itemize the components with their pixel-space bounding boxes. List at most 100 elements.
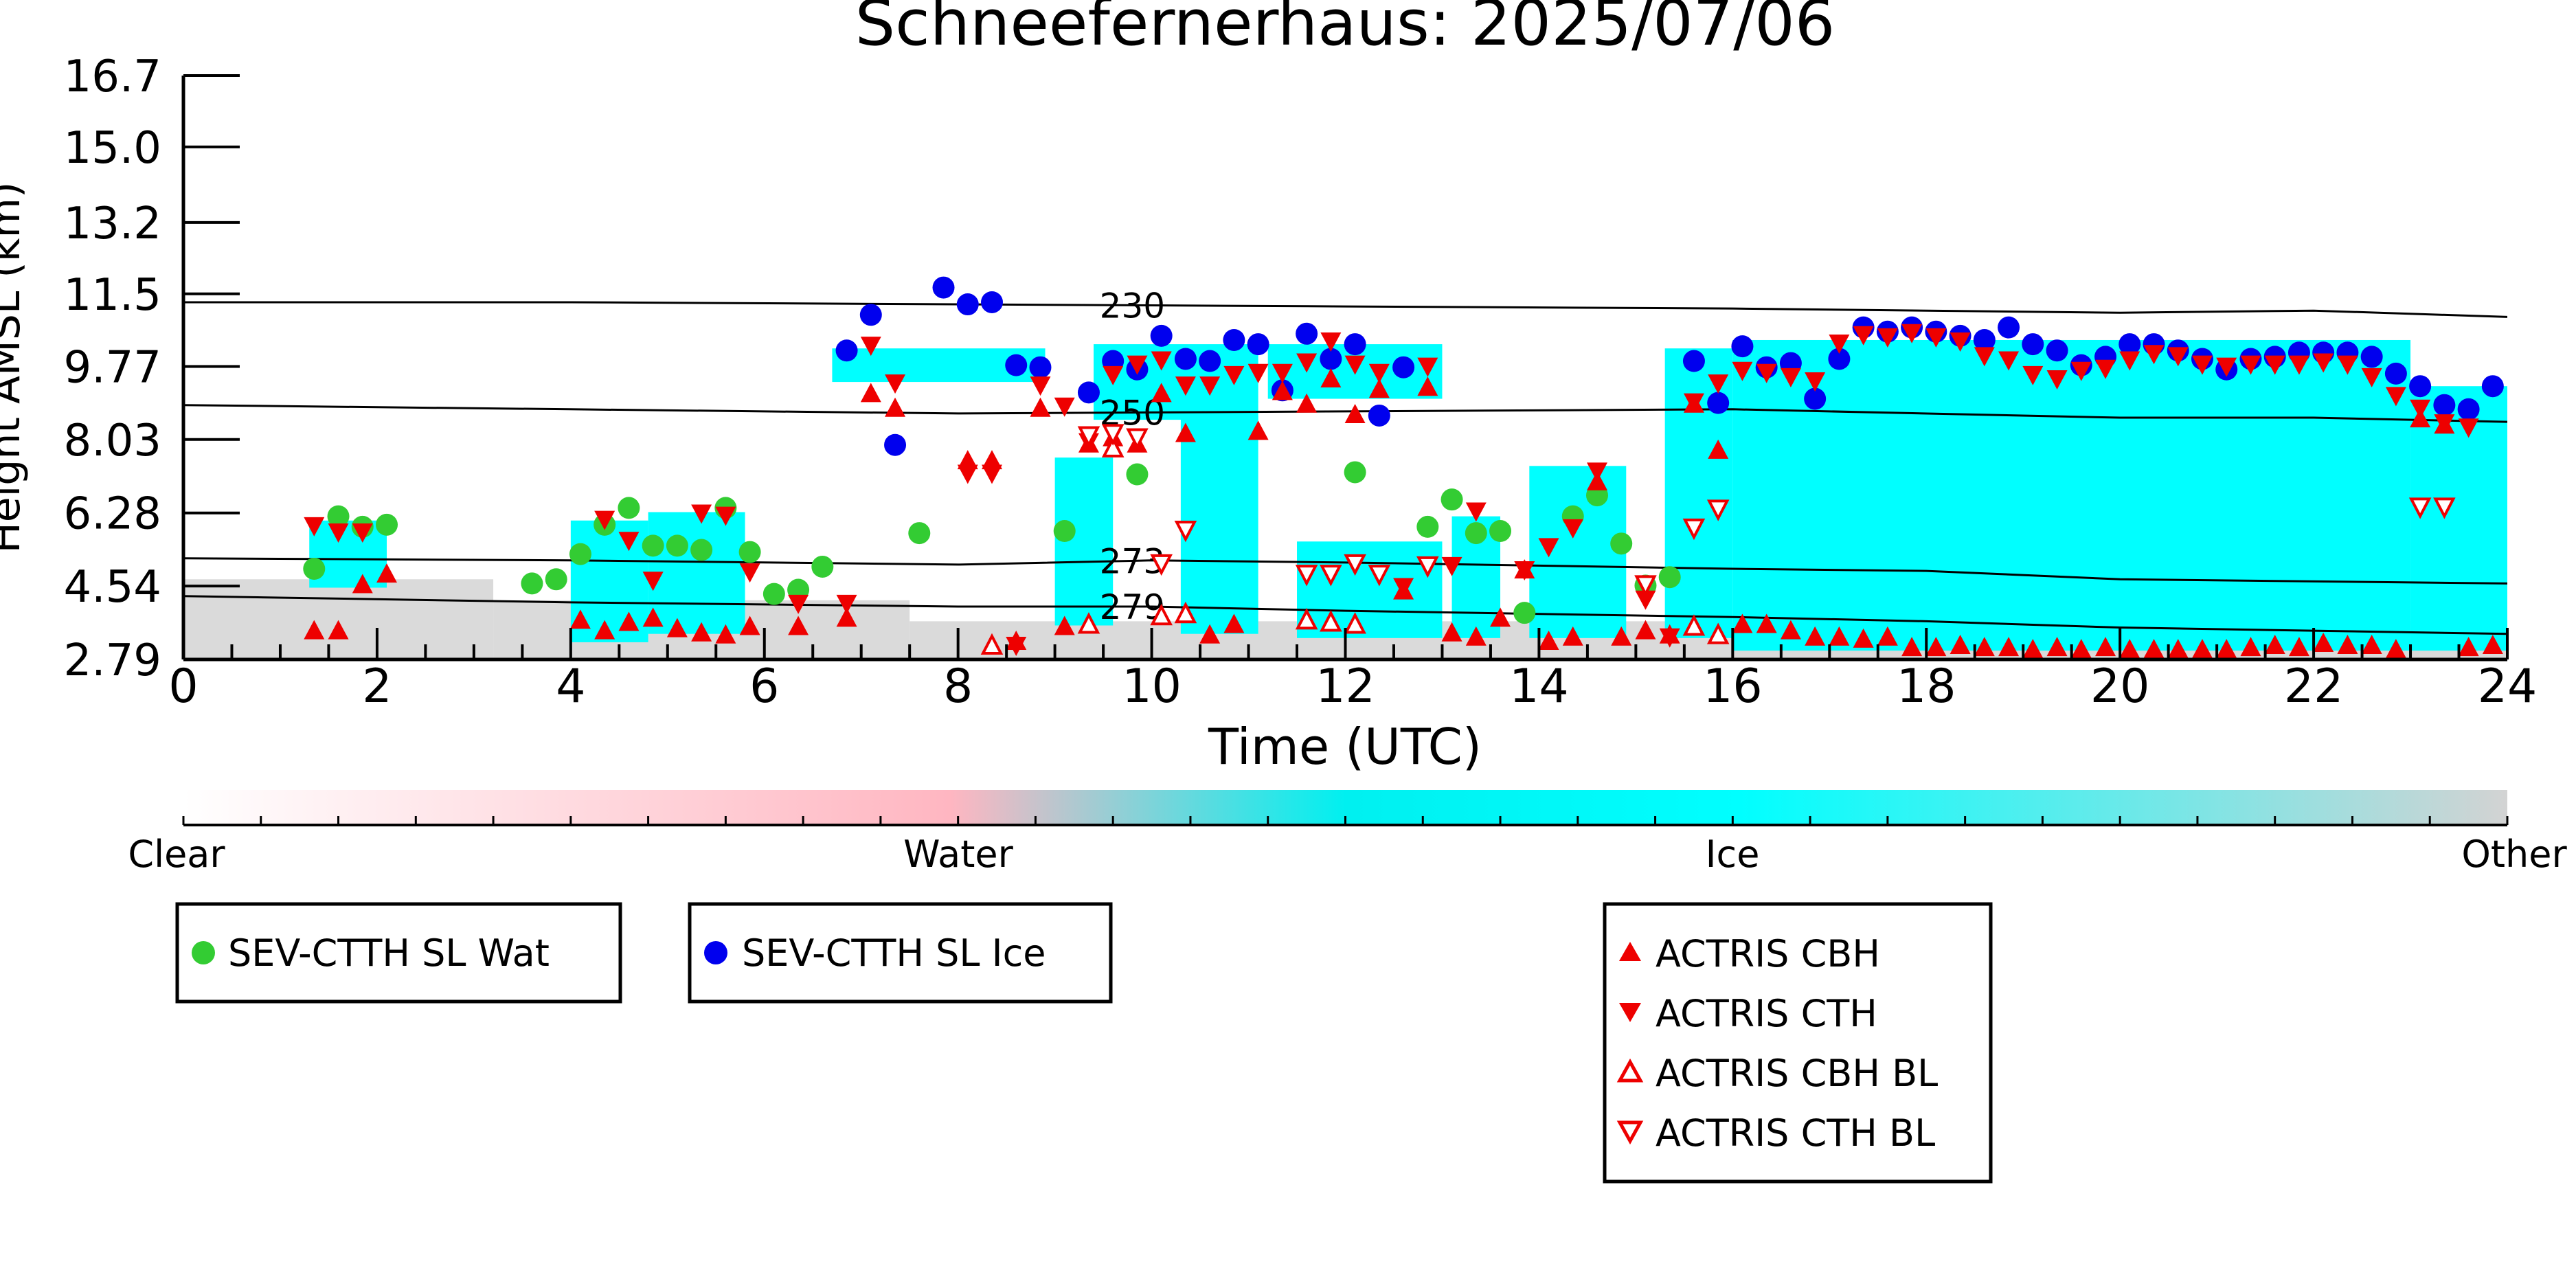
y-tick-label: 15.0 <box>64 123 162 174</box>
marker-actris-cth <box>1103 365 1124 385</box>
marker-actris-cbh <box>1829 626 1850 646</box>
marker-actris-cth <box>1272 363 1293 383</box>
marker-actris-cbh <box>1199 624 1221 644</box>
marker-actris-cth <box>1586 462 1607 482</box>
x-tick-label: 2 <box>362 659 392 714</box>
marker-actris-cth <box>1296 353 1318 373</box>
marker-sev-ctth-sl-wat <box>521 572 543 595</box>
marker-sev-ctth-sl-wat <box>618 497 640 519</box>
marker-actris-cth <box>836 594 857 614</box>
x-tick-label: 6 <box>749 659 779 714</box>
cloud-region-other <box>183 579 494 659</box>
marker-actris-cth <box>1829 335 1850 354</box>
marker-actris-cbh <box>2167 639 2189 659</box>
marker-actris-cth-bl <box>1634 575 1657 597</box>
marker-sev-ctth-sl-ice <box>2384 362 2407 385</box>
legend-label-cbh: ACTRIS CBH <box>1656 932 1880 975</box>
marker-actris-cbh <box>2143 639 2165 659</box>
marker-actris-cbh <box>352 574 373 594</box>
marker-actris-cth-bl <box>1368 565 1391 587</box>
marker-actris-cbh <box>1344 403 1366 423</box>
marker-actris-cth <box>2361 368 2382 387</box>
marker-actris-cbh <box>2240 637 2261 657</box>
marker-sev-ctth-sl-ice <box>2457 398 2480 420</box>
legend-label-cth-bl: ACTRIS CTH BL <box>1656 1111 1935 1155</box>
marker-sev-ctth-sl-wat <box>327 505 350 528</box>
marker-actris-cth <box>1732 361 1753 381</box>
marker-actris-cth <box>2337 355 2358 375</box>
marker-actris-cbh <box>1490 607 1511 627</box>
colorbar-label-other: Other <box>2461 833 2567 876</box>
y-tick-label: 16.7 <box>64 52 162 102</box>
marker-actris-cbh <box>860 383 881 403</box>
marker-actris-cth-bl <box>1126 428 1149 450</box>
marker-actris-cth <box>885 374 906 394</box>
marker-actris-cbh <box>666 618 688 637</box>
cloud-region-ice <box>1529 466 1627 638</box>
marker-sev-ctth-sl-wat <box>811 555 834 578</box>
marker-sev-ctth-sl-ice <box>1682 350 1705 372</box>
marker-actris-cth <box>739 563 760 583</box>
marker-actris-cbh <box>715 624 736 644</box>
marker-actris-cbh <box>618 611 640 631</box>
marker-actris-cbh <box>2313 633 2334 653</box>
marker-sev-ctth-sl-ice <box>1150 324 1173 347</box>
marker-actris-cth <box>1974 347 1995 367</box>
marker-actris-cbh <box>2385 639 2406 659</box>
marker-actris-cth <box>2410 399 2431 419</box>
marker-actris-cth <box>1780 368 1801 387</box>
marker-actris-cth <box>2264 355 2285 375</box>
marker-actris-cth <box>1417 357 1438 377</box>
marker-sev-ctth-sl-ice <box>1973 328 1996 351</box>
marker-actris-cbh <box>2288 637 2309 657</box>
marker-actris-cth <box>2070 361 2092 381</box>
marker-actris-cbh <box>2482 635 2503 655</box>
marker-sev-ctth-sl-ice <box>1029 356 1052 379</box>
marker-actris-cbh <box>1368 379 1390 398</box>
marker-sev-ctth-sl-wat <box>1440 488 1463 511</box>
marker-actris-cbh <box>1030 397 1051 417</box>
marker-actris-cbh <box>739 615 760 635</box>
marker-actris-cbh-bl <box>1706 622 1730 644</box>
marker-actris-cth <box>2119 351 2140 371</box>
marker-actris-cth-bl <box>1706 499 1730 521</box>
marker-actris-cth <box>1465 502 1487 522</box>
marker-actris-cbh <box>1538 630 1559 650</box>
marker-actris-cbh <box>788 615 809 635</box>
marker-actris-cth-bl <box>1416 556 1439 578</box>
marker-actris-cbh <box>569 609 591 629</box>
marker-layer <box>303 276 2504 659</box>
marker-actris-cth <box>1514 561 1535 581</box>
legend-marker-cth <box>1619 1003 1641 1022</box>
marker-actris-cth <box>2434 414 2455 434</box>
colorbar: Clear Water Ice Other <box>128 790 2567 876</box>
marker-actris-cth <box>2458 418 2479 438</box>
marker-actris-cth <box>1344 355 1366 375</box>
marker-sev-ctth-sl-ice <box>1296 322 1318 345</box>
marker-actris-cth <box>1659 628 1680 648</box>
marker-actris-cbh <box>2264 635 2285 655</box>
marker-actris-cth-bl <box>1320 565 1342 587</box>
marker-actris-cth <box>1756 363 1777 383</box>
marker-actris-cth <box>1441 556 1462 576</box>
marker-actris-cbh <box>1901 637 1923 657</box>
legend-box <box>175 902 622 1004</box>
marker-sev-ctth-sl-ice <box>1247 333 1269 356</box>
marker-actris-cbh <box>1272 381 1293 400</box>
marker-actris-cth-bl <box>1174 520 1197 543</box>
y-tick-label: 2.79 <box>64 635 162 686</box>
marker-actris-cth <box>2191 355 2213 375</box>
y-tick-label: 11.5 <box>64 270 162 321</box>
legend-sev-ice: SEV-CTTH SL Ice <box>688 902 1113 1004</box>
marker-actris-cth <box>1901 324 1923 343</box>
marker-actris-cth <box>1199 376 1221 396</box>
x-tick-label: 22 <box>2284 659 2344 714</box>
marker-actris-cth <box>957 464 978 484</box>
axes: 0 2 4 6 8 10 12 14 16 18 20 22 242.794.546.288.039.7… <box>64 52 2538 714</box>
marker-actris-cbh <box>691 622 712 642</box>
marker-actris-cbh <box>2191 639 2213 659</box>
marker-actris-cth <box>1950 332 1971 352</box>
marker-actris-cth-bl <box>1150 554 1173 576</box>
